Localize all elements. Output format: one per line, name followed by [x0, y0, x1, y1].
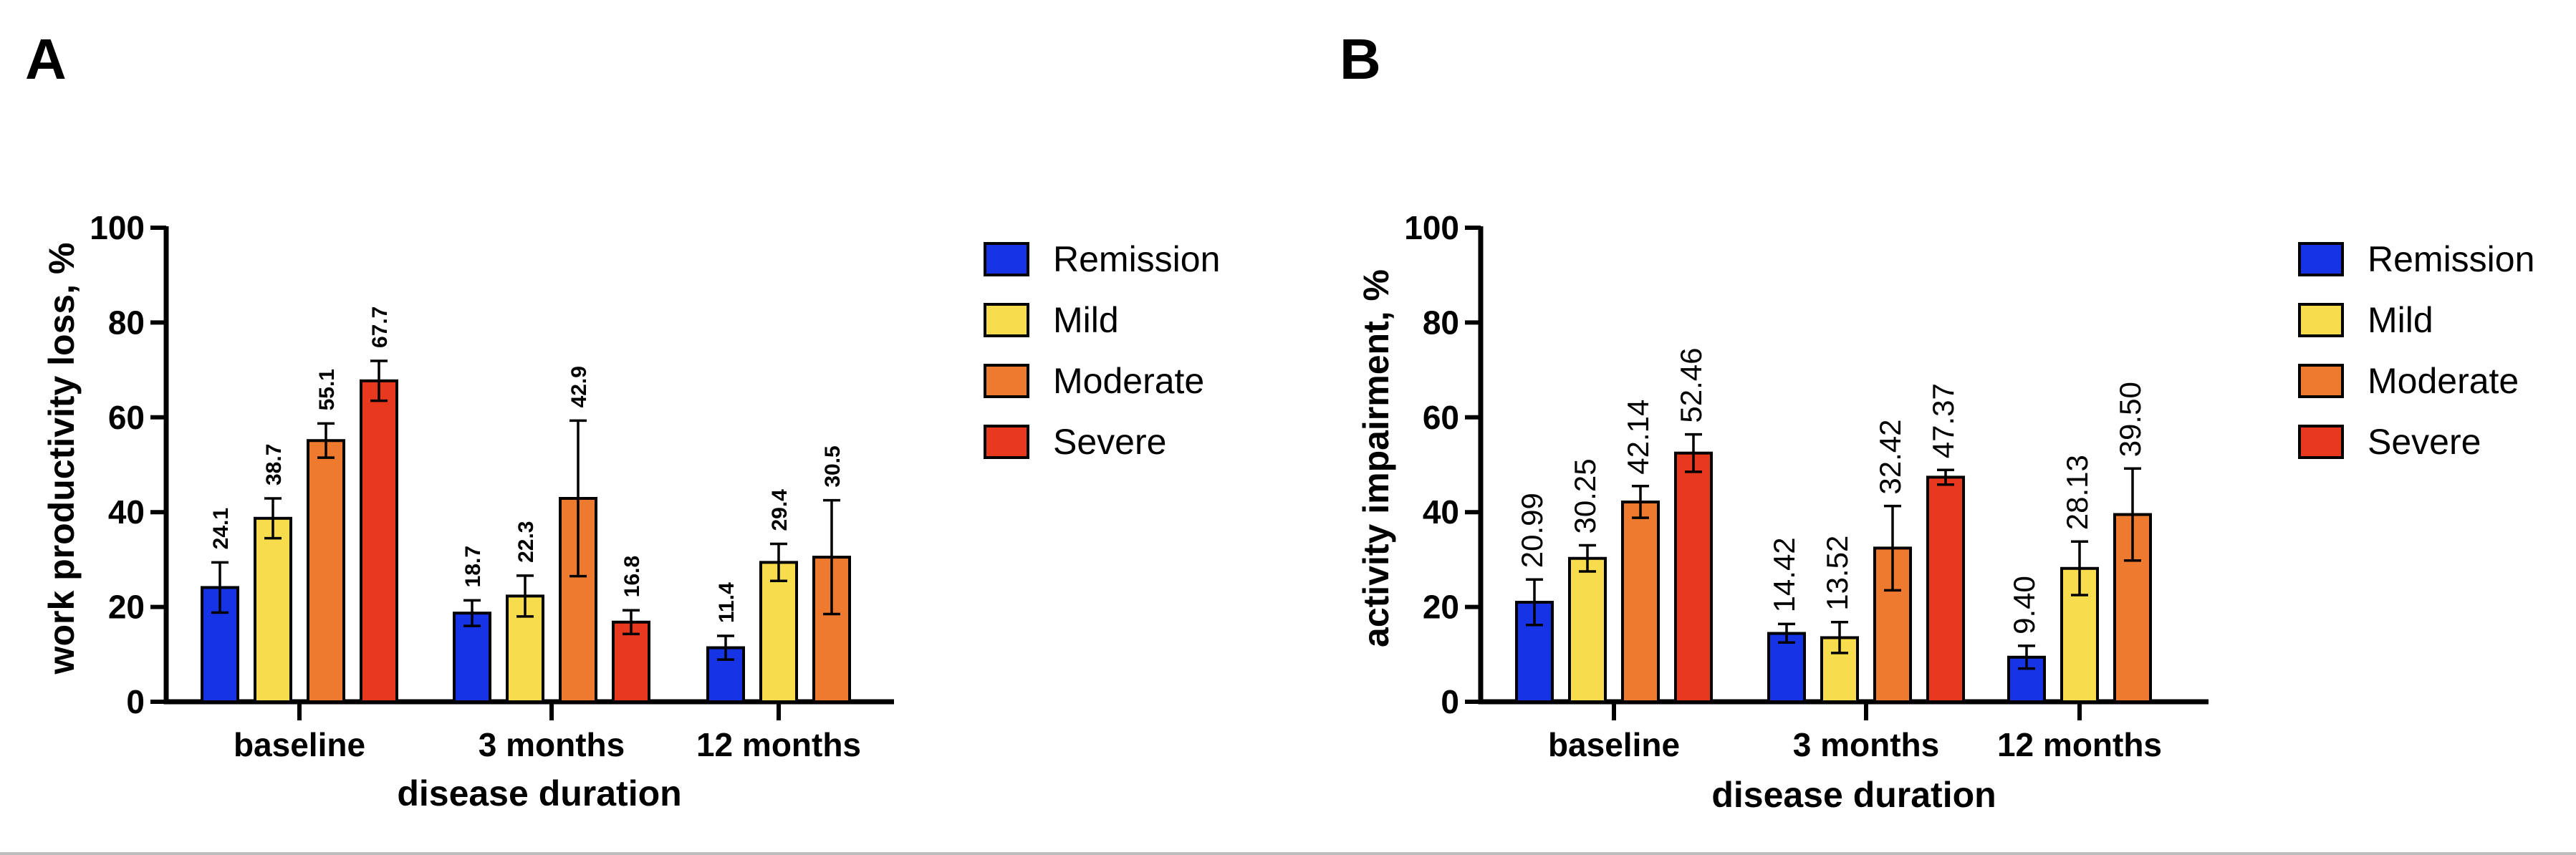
- data-label: 18.7: [461, 546, 485, 587]
- data-label: 20.99: [1515, 493, 1549, 568]
- y-tick-label: 40: [108, 493, 145, 531]
- data-label: 28.13: [2060, 455, 2094, 530]
- y-tick-label: 100: [90, 209, 145, 246]
- bar: [254, 516, 292, 704]
- x-axis-title: disease duration: [1711, 775, 1996, 815]
- x-tick-label: baseline: [234, 726, 365, 763]
- y-tick-label: 20: [1423, 589, 1459, 626]
- bar: [1926, 475, 1965, 703]
- legend-label: Moderate: [1053, 361, 1204, 401]
- data-label: 16.8: [620, 556, 644, 597]
- y-tick-label: 20: [108, 589, 145, 626]
- legend-label: Severe: [1053, 422, 1166, 462]
- x-tick-label: 3 months: [1793, 726, 1939, 763]
- x-tick-label: baseline: [1548, 726, 1680, 763]
- data-label: 14.42: [1767, 537, 1801, 612]
- y-tick-label: 80: [108, 304, 145, 341]
- y-tick-label: 60: [108, 399, 145, 436]
- data-label: 38.7: [262, 444, 286, 486]
- legend-swatch: [2298, 364, 2344, 398]
- data-label: 39.50: [2113, 382, 2147, 457]
- legend-label: Mild: [1053, 300, 1119, 340]
- data-label: 29.4: [768, 489, 792, 531]
- data-label: 30.25: [1568, 458, 1602, 533]
- x-tick-label: 3 months: [479, 726, 625, 763]
- y-tick-label: 100: [1404, 209, 1459, 246]
- legend-swatch: [984, 303, 1029, 337]
- bar: [1674, 451, 1713, 703]
- legend-swatch: [2298, 425, 2344, 459]
- legend-swatch: [984, 364, 1029, 398]
- bar: [1568, 556, 1607, 703]
- x-axis-title: disease duration: [397, 773, 681, 813]
- data-label: 30.5: [821, 445, 845, 487]
- y-axis-title: activity impairment, %: [1356, 269, 1396, 647]
- panel-b: B activity impairment, % disease duratio…: [1340, 27, 2534, 815]
- y-tick-label: 0: [126, 683, 145, 720]
- data-label: 24.1: [209, 508, 233, 549]
- legend-swatch: [2298, 242, 2344, 276]
- legend-swatch: [2298, 303, 2344, 337]
- legend-label: Remission: [1053, 239, 1220, 279]
- legend-label: Moderate: [2368, 361, 2519, 401]
- panel-letter-b: B: [1340, 27, 1381, 91]
- data-label: 13.52: [1820, 536, 1854, 611]
- y-axis-title: work productivity loss, %: [42, 243, 82, 675]
- data-label: 67.7: [368, 306, 392, 348]
- data-label: 22.3: [514, 521, 538, 563]
- legend-label: Mild: [2368, 300, 2433, 340]
- legend: Remission Mild Moderate Severe: [984, 239, 1220, 462]
- x-tick-label: 12 months: [1997, 726, 2162, 763]
- plot-area: 0 20 40 60 80 100 baseline 20.99 30.25 42.14 52.46…: [1404, 209, 2209, 763]
- data-label: 47.37: [1926, 383, 1960, 458]
- y-tick-label: 80: [1423, 304, 1459, 341]
- data-label: 55.1: [315, 369, 339, 410]
- data-label: 9.40: [2007, 576, 2041, 634]
- data-label: 52.46: [1674, 348, 1708, 423]
- legend: Remission Mild Moderate Severe: [2298, 239, 2534, 462]
- bar: [307, 439, 345, 703]
- bar: [360, 379, 398, 703]
- panel-letter-a: A: [25, 27, 67, 91]
- plot-area: 0 20 40 60 80 100 baseline 24.1 38.7 55.1 67.7 3 mo…: [90, 209, 894, 763]
- bar: [759, 561, 798, 704]
- legend-swatch: [984, 425, 1029, 459]
- y-tick-label: 0: [1441, 683, 1459, 720]
- bottom-divider: [0, 852, 2576, 855]
- legend-label: Severe: [2368, 422, 2481, 462]
- bar: [1621, 501, 1660, 703]
- legend-swatch: [984, 242, 1029, 276]
- y-tick-label: 40: [1423, 493, 1459, 531]
- data-label: 11.4: [715, 582, 739, 623]
- x-tick-label: 12 months: [696, 726, 861, 763]
- legend-label: Remission: [2368, 239, 2534, 279]
- data-label: 42.9: [567, 366, 591, 407]
- data-label: 32.42: [1873, 419, 1907, 494]
- y-tick-label: 60: [1423, 399, 1459, 436]
- panel-a: A work productivity loss, % disease dura…: [25, 27, 1220, 813]
- data-label: 42.14: [1621, 400, 1655, 475]
